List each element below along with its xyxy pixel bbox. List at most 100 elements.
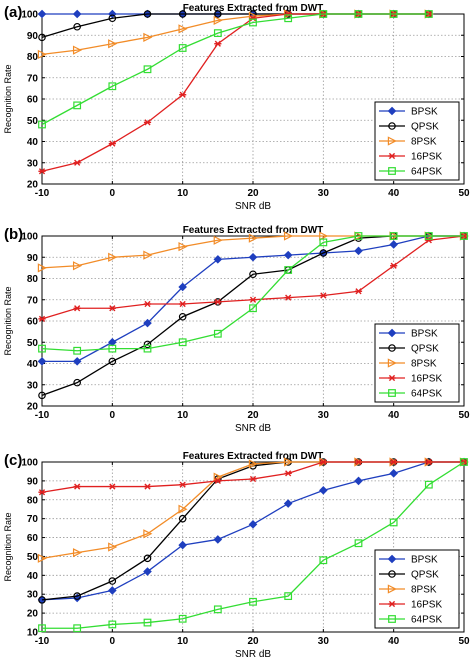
legend-label: BPSK (411, 555, 438, 566)
y-tick-label: 90 (27, 476, 39, 487)
data-point-16psk (73, 159, 81, 166)
legend-marker (388, 167, 396, 175)
legend-item-16psk: 16PSK (379, 600, 442, 611)
data-point-64psk (178, 338, 187, 347)
data-point-8psk (143, 529, 153, 539)
data-point-16psk (73, 305, 81, 312)
data-point-16psk (249, 475, 257, 483)
data-point-16psk (425, 237, 433, 244)
data-point-64psk (460, 232, 468, 240)
x-tick-label: 50 (458, 636, 470, 647)
data-point-8psk (108, 39, 118, 49)
data-point-64psk (389, 10, 398, 18)
data-point-8psk (248, 459, 258, 469)
x-tick-label: 50 (458, 410, 470, 421)
legend-marker (388, 570, 396, 578)
legend: BPSK QPSK 8PSK 16PSK 64PSK (374, 323, 460, 403)
legend-item-qpsk: QPSK (379, 122, 439, 133)
data-point-bpsk (248, 520, 258, 529)
data-point-64psk (108, 82, 117, 91)
chart-b: (b) -10 0 10 20 30 40 50 20 30 40 50 60 70 80 90 100 Feat… (3, 225, 470, 434)
legend-item-8psk: 8PSK (379, 358, 437, 370)
data-point-8psk (319, 231, 329, 241)
data-point-16psk (38, 168, 46, 175)
legend-marker (388, 615, 396, 623)
data-point-64psk (319, 556, 328, 565)
legend-item-64psk: 64PSK (379, 615, 442, 626)
data-point-8psk (108, 542, 118, 552)
series-line-64psk (42, 461, 465, 629)
y-tick-label: 70 (27, 73, 39, 84)
data-point-64psk (249, 304, 257, 313)
legend-item-64psk: 64PSK (379, 389, 442, 400)
legend-item-64psk: 64PSK (379, 167, 442, 178)
x-tick-label: 40 (388, 188, 400, 199)
legend: BPSK QPSK 8PSK 16PSK 64PSK (374, 101, 460, 181)
data-point-64psk (213, 605, 222, 614)
legend-item-qpsk: QPSK (379, 570, 439, 581)
data-point-16psk (73, 483, 81, 490)
series-16psk (38, 458, 468, 496)
legend-label: QPSK (411, 344, 439, 355)
data-point-8psk (178, 242, 188, 252)
y-tick-label: 60 (27, 95, 39, 106)
data-point-bpsk (178, 540, 187, 550)
data-point-qpsk (108, 577, 117, 585)
data-point-bpsk (354, 246, 363, 256)
y-tick-label: 20 (27, 609, 39, 620)
data-point-qpsk (73, 592, 81, 600)
x-axis-label: SNR dB (235, 423, 271, 434)
legend-item-bpsk: BPSK (379, 107, 438, 118)
data-point-64psk (354, 232, 363, 240)
data-point-8psk (178, 504, 188, 514)
data-point-16psk (179, 300, 187, 308)
data-point-64psk (460, 458, 468, 466)
legend-marker (387, 554, 397, 564)
data-point-64psk (143, 618, 152, 627)
data-point-16psk (249, 296, 257, 303)
panel-label: (a) (4, 4, 22, 21)
data-point-64psk (284, 592, 293, 601)
chart-panel-c: (c) -10 0 10 20 30 40 50 10 20 30 40 50 60 70 80 90 100 Fe… (0, 448, 474, 664)
data-point-64psk (319, 238, 328, 247)
data-point-16psk (354, 288, 363, 295)
data-point-16psk (143, 483, 152, 490)
y-tick-label: 100 (21, 232, 38, 243)
data-point-bpsk (283, 250, 293, 260)
legend-label: 8PSK (411, 585, 437, 596)
series-64psk (38, 10, 433, 129)
legend-label: BPSK (411, 329, 438, 340)
data-point-16psk (108, 305, 116, 312)
data-point-16psk (108, 483, 116, 490)
chart-title: Features Extracted from DWT (183, 3, 324, 14)
legend-marker (387, 106, 397, 116)
grid (42, 14, 464, 184)
data-point-bpsk (213, 535, 223, 544)
y-axis-label: Recognition Rate (3, 286, 13, 355)
x-tick-label: 40 (388, 636, 400, 647)
data-point-8psk (37, 553, 47, 563)
data-point-bpsk (178, 282, 187, 292)
y-tick-label: 10 (27, 628, 39, 639)
series-16psk (38, 232, 468, 322)
x-tick-label: 50 (458, 188, 470, 199)
y-tick-label: 40 (27, 137, 39, 148)
chart-title: Features Extracted from DWT (183, 225, 324, 236)
y-axis-label: Recognition Rate (3, 512, 13, 581)
y-tick-label: 80 (27, 495, 39, 506)
x-tick-label: 0 (110, 410, 116, 421)
data-point-64psk (108, 620, 117, 629)
y-tick-label: 100 (21, 458, 38, 469)
data-point-bpsk (108, 586, 117, 595)
data-point-8psk (37, 263, 47, 273)
data-point-64psk (284, 266, 293, 274)
data-point-8psk (213, 235, 223, 245)
data-point-bpsk (283, 499, 293, 508)
data-point-64psk (319, 10, 328, 18)
series-64psk (38, 232, 468, 355)
data-point-16psk (425, 458, 433, 466)
series-line-64psk (41, 235, 464, 352)
data-point-64psk (389, 232, 398, 240)
y-tick-label: 30 (27, 158, 39, 169)
y-tick-label: 90 (27, 31, 39, 42)
